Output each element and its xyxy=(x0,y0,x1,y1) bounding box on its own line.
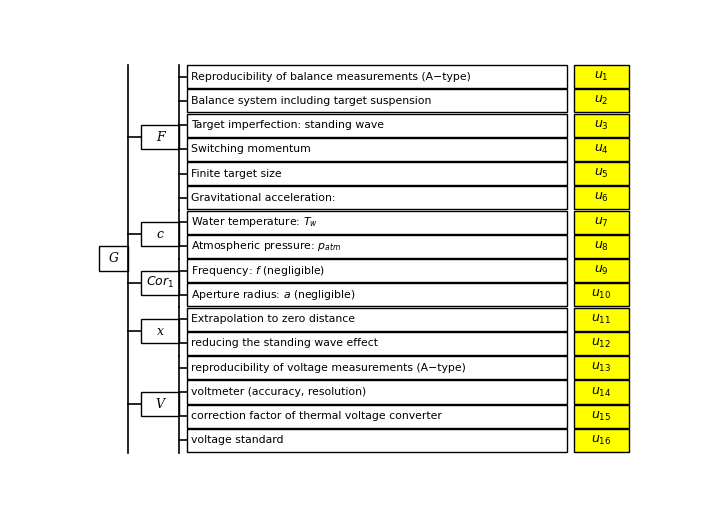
Text: $u_{{16}}$: $u_{{16}}$ xyxy=(591,434,612,447)
Bar xyxy=(187,332,567,355)
Bar xyxy=(187,114,567,137)
Bar xyxy=(187,404,567,428)
Text: Aperture radius: $a$ (negligible): Aperture radius: $a$ (negligible) xyxy=(191,288,356,302)
Text: $u_{{10}}$: $u_{{10}}$ xyxy=(591,288,612,302)
Text: $u_{9}$: $u_{9}$ xyxy=(594,264,609,277)
Bar xyxy=(187,90,567,113)
Bar xyxy=(574,259,629,282)
Text: Gravitational acceleration:: Gravitational acceleration: xyxy=(191,193,336,203)
Text: G: G xyxy=(108,252,118,265)
Text: $u_{{12}}$: $u_{{12}}$ xyxy=(591,337,612,350)
Bar xyxy=(187,186,567,209)
Bar xyxy=(187,162,567,185)
Bar xyxy=(574,90,629,113)
Text: $u_{{15}}$: $u_{{15}}$ xyxy=(591,410,612,423)
Bar xyxy=(187,429,567,452)
Text: $u_{8}$: $u_{8}$ xyxy=(594,240,609,253)
Text: Switching momentum: Switching momentum xyxy=(191,144,311,155)
Bar xyxy=(99,246,128,271)
Bar xyxy=(141,125,180,150)
Text: $u_{7}$: $u_{7}$ xyxy=(594,216,609,229)
Bar xyxy=(574,65,629,88)
Bar xyxy=(141,222,180,246)
Text: $u_{{13}}$: $u_{{13}}$ xyxy=(591,361,612,374)
Text: $u_{3}$: $u_{3}$ xyxy=(594,119,609,132)
Bar xyxy=(574,429,629,452)
Text: Balance system including target suspension: Balance system including target suspensi… xyxy=(191,96,432,106)
Bar xyxy=(574,284,629,307)
Bar xyxy=(141,392,180,416)
Text: Water temperature: $T_w$: Water temperature: $T_w$ xyxy=(191,215,318,229)
Bar xyxy=(574,162,629,185)
Text: V: V xyxy=(156,398,165,411)
Text: correction factor of thermal voltage converter: correction factor of thermal voltage con… xyxy=(191,411,442,421)
Text: reproducibility of voltage measurements (A−type): reproducibility of voltage measurements … xyxy=(191,362,466,373)
Text: $u_{1}$: $u_{1}$ xyxy=(594,70,609,83)
Bar xyxy=(574,356,629,379)
Bar xyxy=(574,332,629,355)
Bar xyxy=(141,319,180,344)
Bar xyxy=(187,356,567,379)
Text: Finite target size: Finite target size xyxy=(191,168,282,179)
Text: x: x xyxy=(156,325,163,338)
Bar xyxy=(574,404,629,428)
Text: reducing the standing wave effect: reducing the standing wave effect xyxy=(191,338,378,349)
Text: $u_{4}$: $u_{4}$ xyxy=(594,143,609,156)
Bar xyxy=(187,210,567,233)
Bar xyxy=(187,380,567,403)
Text: $u_{{14}}$: $u_{{14}}$ xyxy=(591,386,612,398)
Bar xyxy=(574,186,629,209)
Bar xyxy=(574,210,629,233)
Text: Reproducibility of balance measurements (A−type): Reproducibility of balance measurements … xyxy=(191,72,471,81)
Bar xyxy=(574,114,629,137)
Bar xyxy=(574,308,629,331)
Bar xyxy=(187,308,567,331)
Text: Frequency: $f$ (negligible): Frequency: $f$ (negligible) xyxy=(191,264,325,278)
Text: $u_{5}$: $u_{5}$ xyxy=(594,167,609,180)
Text: Target imperfection: standing wave: Target imperfection: standing wave xyxy=(191,120,384,130)
Text: $u_{{11}}$: $u_{{11}}$ xyxy=(591,313,612,326)
Bar xyxy=(574,138,629,161)
Text: Extrapolation to zero distance: Extrapolation to zero distance xyxy=(191,314,355,324)
Bar xyxy=(574,380,629,403)
Text: voltmeter (accuracy, resolution): voltmeter (accuracy, resolution) xyxy=(191,387,366,397)
Text: Atmospheric pressure: $p_{atm}$: Atmospheric pressure: $p_{atm}$ xyxy=(191,240,341,253)
Bar xyxy=(187,138,567,161)
Bar xyxy=(574,235,629,258)
Text: $Cor_1$: $Cor_1$ xyxy=(146,275,174,290)
Bar xyxy=(187,284,567,307)
Text: $u_{2}$: $u_{2}$ xyxy=(594,94,609,108)
Text: c: c xyxy=(156,228,163,241)
Bar xyxy=(187,65,567,88)
Bar xyxy=(187,235,567,258)
Bar xyxy=(187,259,567,282)
Text: F: F xyxy=(156,131,165,144)
Text: voltage standard: voltage standard xyxy=(191,436,284,445)
Text: $u_{6}$: $u_{6}$ xyxy=(594,191,609,204)
Bar xyxy=(141,271,180,295)
